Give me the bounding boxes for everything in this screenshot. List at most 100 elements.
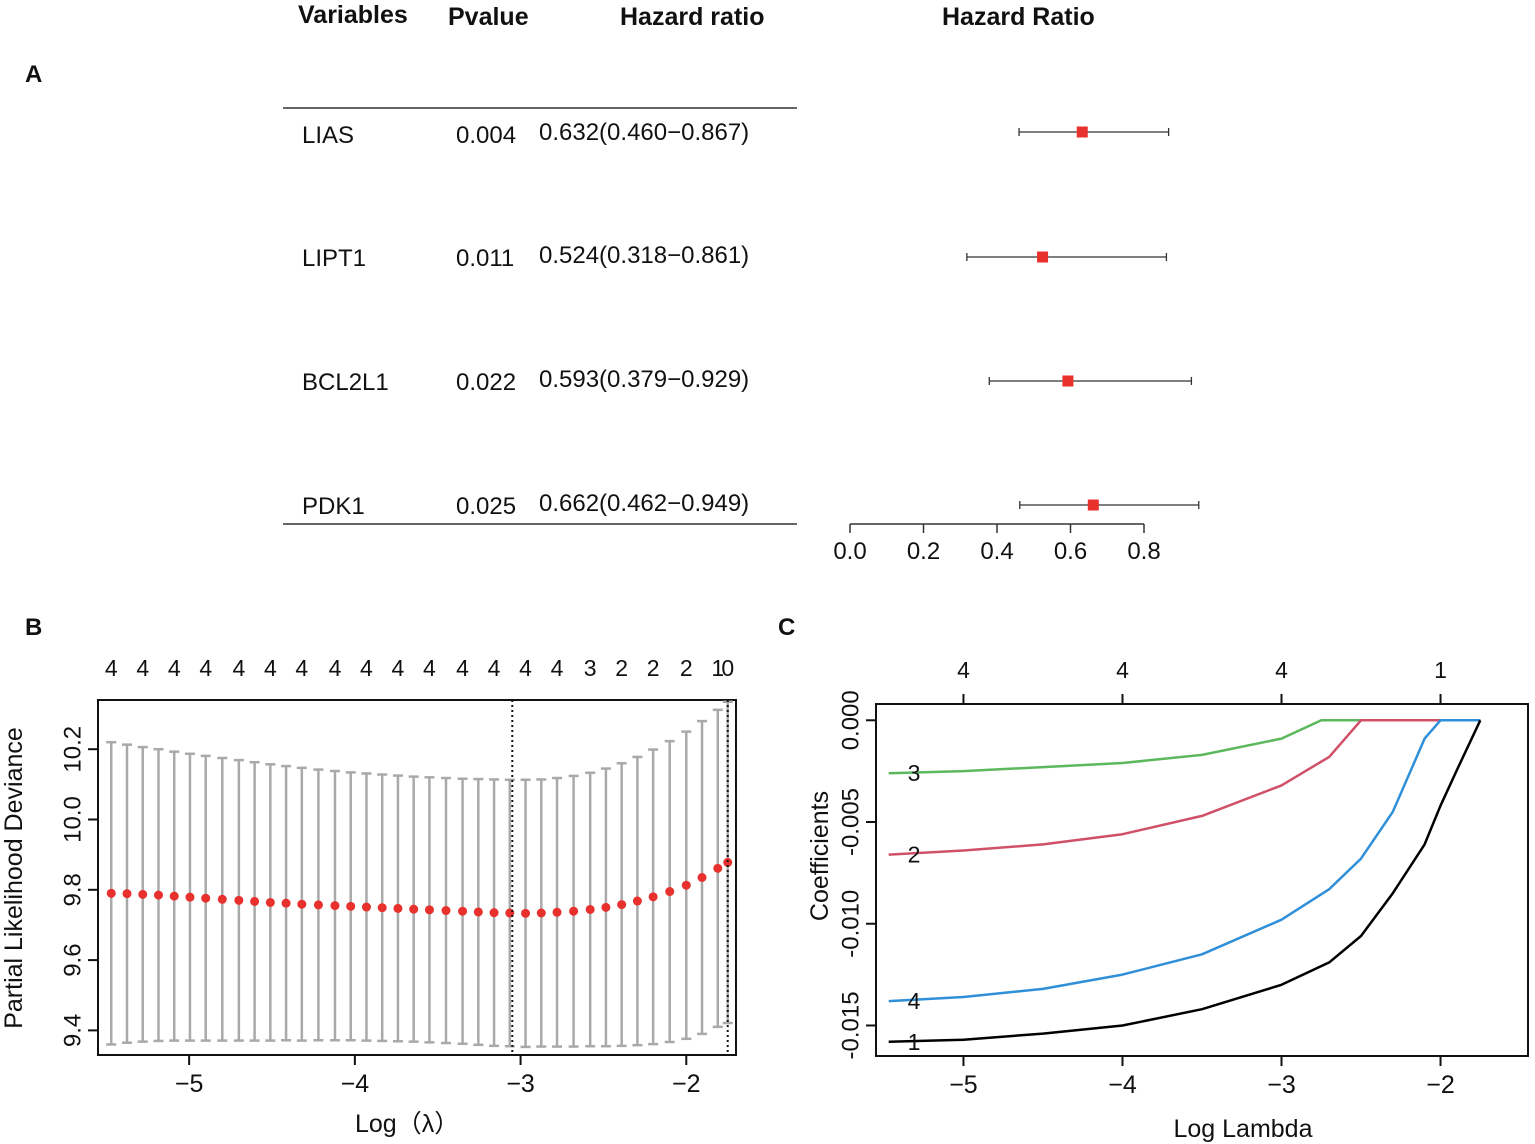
top-count-label: 4 bbox=[519, 655, 532, 681]
coef-path-label: 1 bbox=[908, 1029, 921, 1055]
forest-x-tick-label: 0.8 bbox=[1127, 538, 1160, 565]
top-count-label: 4 bbox=[1275, 657, 1288, 683]
y-axis-label: Partial Likelihood Deviance bbox=[0, 727, 28, 1029]
deviance-point bbox=[617, 900, 627, 910]
forest-row-1: LIAS 0.004 0.632(0.460−0.867) bbox=[302, 119, 749, 149]
top-count-label: 4 bbox=[105, 655, 118, 681]
col-header-hazard-ratio: Hazard ratio bbox=[620, 3, 764, 31]
top-count-label: 4 bbox=[360, 655, 373, 681]
coefficient-path-plot: Log Lambda Coefficients −5 −4 −3 −2 4 4 4 1 0.00… bbox=[806, 657, 1529, 1143]
row-variable: LIAS bbox=[302, 122, 354, 149]
x-axis-label: Log（λ） bbox=[355, 1110, 459, 1138]
y-tick-label: 10.0 bbox=[59, 796, 86, 843]
y-tick-label: 9.4 bbox=[59, 1014, 86, 1047]
panel-label-a: A bbox=[25, 61, 42, 88]
y-tick-label: -0.005 bbox=[837, 788, 864, 856]
top-count-label: 4 bbox=[232, 655, 245, 681]
coef-path-2 bbox=[888, 719, 1481, 856]
deviance-point bbox=[713, 863, 723, 873]
y-tick-label: -0.010 bbox=[837, 890, 864, 958]
row-hr-text: 0.632(0.460−0.867) bbox=[539, 119, 749, 146]
deviance-point bbox=[632, 896, 642, 906]
top-count-label: 4 bbox=[136, 655, 149, 681]
y-tick-label: 9.6 bbox=[59, 943, 86, 976]
x-tick-label: −2 bbox=[1426, 1071, 1455, 1099]
forest-plot-title: Hazard Ratio bbox=[942, 3, 1095, 31]
coef-path-label: 4 bbox=[908, 988, 921, 1014]
deviance-point bbox=[297, 899, 307, 909]
deviance-point bbox=[601, 902, 611, 912]
y-axis-label: Coefficients bbox=[806, 791, 834, 921]
top-count-label: 2 bbox=[680, 655, 693, 681]
deviance-point bbox=[585, 904, 595, 914]
panel-label-b: B bbox=[25, 614, 42, 641]
forest-plot: 0.0 0.2 0.4 0.6 0.8 bbox=[833, 126, 1200, 565]
coef-path-label: 2 bbox=[908, 842, 921, 868]
top-count-label: 4 bbox=[456, 655, 469, 681]
top-count-label: 4 bbox=[199, 655, 212, 681]
x-tick-label: −5 bbox=[175, 1070, 204, 1098]
deviance-point bbox=[569, 906, 579, 916]
row-variable: BCL2L1 bbox=[302, 369, 389, 396]
top-count-label: 4 bbox=[392, 655, 405, 681]
plot-frame bbox=[97, 699, 737, 1056]
deviance-point bbox=[169, 891, 179, 901]
row-pvalue: 0.004 bbox=[456, 122, 516, 149]
deviance-point bbox=[122, 889, 132, 899]
top-count-label: 4 bbox=[1116, 657, 1129, 683]
deviance-point bbox=[441, 906, 451, 916]
y-tick-label: -0.015 bbox=[837, 991, 864, 1059]
top-count-label: 4 bbox=[329, 655, 342, 681]
x-tick-label: −2 bbox=[672, 1070, 701, 1098]
deviance-point bbox=[265, 897, 275, 907]
row-variable: LIPT1 bbox=[302, 245, 366, 272]
x-tick-label: −4 bbox=[1108, 1071, 1137, 1099]
row-hr-text: 0.524(0.318−0.861) bbox=[539, 242, 749, 269]
top-count-label: 4 bbox=[168, 655, 181, 681]
deviance-point bbox=[489, 908, 499, 918]
deviance-point bbox=[281, 898, 291, 908]
hr-point bbox=[1087, 499, 1099, 511]
col-header-variables: Variables bbox=[298, 1, 408, 29]
top-count-label: 2 bbox=[615, 655, 628, 681]
forest-row-4: PDK1 0.025 0.662(0.462−0.949) bbox=[302, 490, 749, 520]
deviance-point bbox=[361, 902, 371, 912]
deviance-point bbox=[153, 890, 163, 900]
top-count-label: 0 bbox=[721, 655, 734, 681]
cv-deviance-plot: Log（λ） Partial Likelihood Deviance −5 −4 −… bbox=[0, 655, 737, 1138]
deviance-point bbox=[346, 901, 356, 911]
x-tick-label: −4 bbox=[341, 1070, 370, 1098]
deviance-point bbox=[106, 888, 116, 898]
deviance-point bbox=[552, 907, 562, 917]
top-count-label: 4 bbox=[264, 655, 277, 681]
deviance-point bbox=[473, 907, 483, 917]
deviance-point bbox=[393, 903, 403, 913]
forest-row-2: LIPT1 0.011 0.524(0.318−0.861) bbox=[302, 242, 749, 272]
coef-path-label: 3 bbox=[908, 760, 921, 786]
deviance-point bbox=[250, 896, 260, 906]
x-axis-label: Log Lambda bbox=[1173, 1115, 1312, 1143]
y-tick-label: 0.000 bbox=[837, 690, 864, 750]
deviance-point bbox=[330, 901, 340, 911]
deviance-point bbox=[409, 904, 419, 914]
top-count-label: 3 bbox=[584, 655, 597, 681]
deviance-point bbox=[185, 892, 195, 902]
coef-path-4 bbox=[888, 719, 1481, 1003]
deviance-point bbox=[521, 908, 531, 918]
deviance-point bbox=[424, 905, 434, 915]
row-hr-text: 0.593(0.379−0.929) bbox=[539, 366, 749, 393]
deviance-point bbox=[201, 893, 211, 903]
deviance-point bbox=[377, 903, 387, 913]
top-count-label: 4 bbox=[488, 655, 501, 681]
coef-path-1 bbox=[888, 719, 1482, 1044]
deviance-point bbox=[648, 892, 658, 902]
hr-point bbox=[1037, 251, 1049, 263]
forest-x-tick-label: 0.4 bbox=[980, 538, 1013, 565]
top-count-label: 4 bbox=[295, 655, 308, 681]
hr-point bbox=[1062, 375, 1074, 387]
y-tick-label: 9.8 bbox=[59, 873, 86, 906]
panel-label-c: C bbox=[778, 614, 795, 641]
forest-row-3: BCL2L1 0.022 0.593(0.379−0.929) bbox=[302, 366, 749, 396]
deviance-point bbox=[138, 889, 148, 899]
row-pvalue: 0.022 bbox=[456, 369, 516, 396]
